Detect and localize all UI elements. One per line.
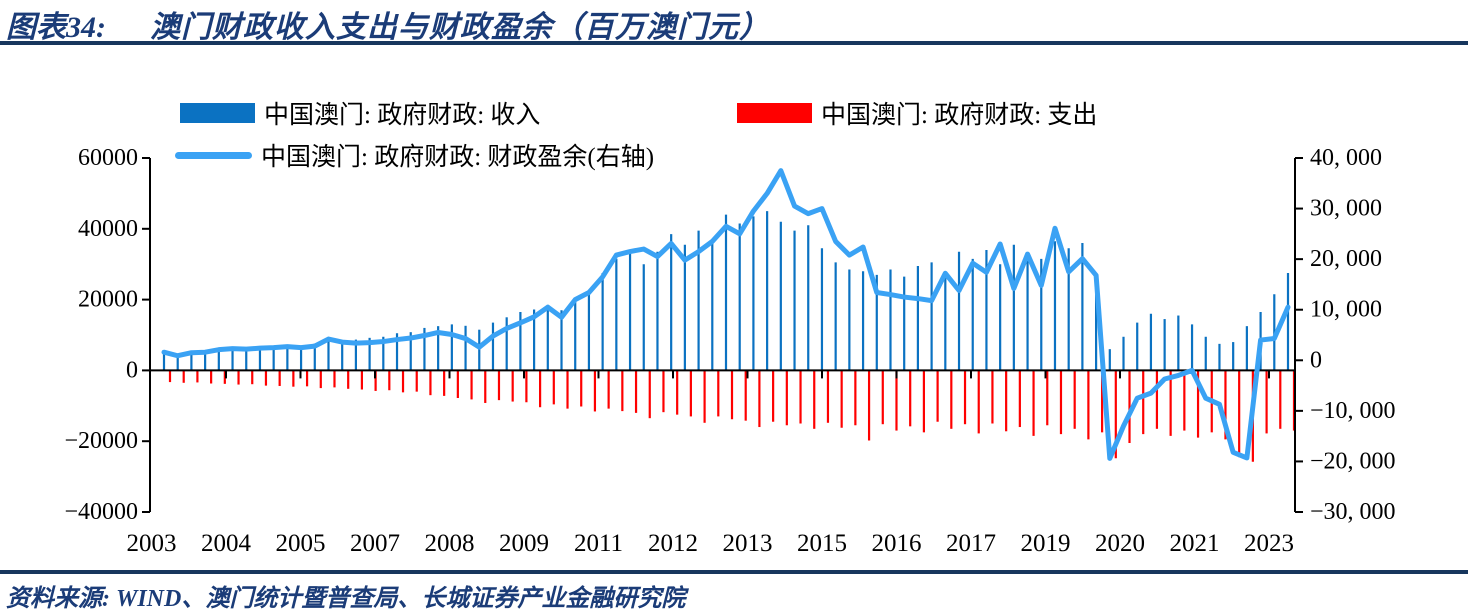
left-axis-label: −40000 xyxy=(64,499,138,525)
source-line: 资料来源: WIND、澳门统计暨普查局、长城证券产业金融研究院 xyxy=(6,586,686,612)
x-axis-label: 2020 xyxy=(1095,530,1145,557)
left-axis-label: 0 xyxy=(126,357,138,383)
right-axis-label: 0 xyxy=(1310,347,1322,373)
expense-swatch-icon xyxy=(737,103,812,123)
legend-item-expense: 中国澳门: 政府财政: 支出 xyxy=(737,95,1097,131)
surplus-line-swatch-icon xyxy=(175,151,252,159)
left-axis-label: 40000 xyxy=(78,216,138,242)
legend-surplus-label: 中国澳门: 政府财政: 财政盈余(右轴) xyxy=(261,144,655,171)
right-axis-label: 30, 000 xyxy=(1310,196,1382,222)
right-axis-label: 10, 000 xyxy=(1310,297,1382,323)
x-axis-label: 2011 xyxy=(574,530,623,557)
legend-expense-label: 中国澳门: 政府财政: 支出 xyxy=(821,102,1098,129)
x-axis-label: 2021 xyxy=(1170,530,1220,557)
x-axis-label: 2005 xyxy=(276,530,326,557)
x-axis-label: 2008 xyxy=(425,530,475,557)
left-axis-label: −20000 xyxy=(64,428,138,454)
left-axis-label: 60000 xyxy=(78,145,138,171)
x-axis-label: 2016 xyxy=(872,530,922,557)
x-axis-label: 2023 xyxy=(1244,530,1294,557)
page-title: 澳门财政收入支出与财政盈余（百万澳门元） xyxy=(150,11,770,44)
title-underline xyxy=(0,41,1468,45)
x-axis-label: 2017 xyxy=(946,530,996,557)
x-axis-label: 2007 xyxy=(350,530,400,557)
x-axis-label: 2015 xyxy=(797,530,847,557)
legend-item-surplus: 中国澳门: 政府财政: 财政盈余(右轴) xyxy=(175,137,654,173)
footer-rule xyxy=(0,570,1468,574)
x-axis-label: 2009 xyxy=(499,530,549,557)
x-axis-label: 2003 xyxy=(127,530,177,557)
figure-label: 图表34: xyxy=(6,11,106,44)
right-axis-label: −20, 000 xyxy=(1310,448,1396,474)
x-axis-label: 2019 xyxy=(1021,530,1071,557)
left-axis-label: 20000 xyxy=(78,287,138,313)
right-axis-label: 20, 000 xyxy=(1310,246,1382,272)
income-swatch-icon xyxy=(180,103,255,123)
x-axis-label: 2012 xyxy=(648,530,698,557)
x-axis-label: 2004 xyxy=(201,530,252,557)
right-axis-label: 40, 000 xyxy=(1310,145,1382,171)
legend-income-label: 中国澳门: 政府财政: 收入 xyxy=(264,102,541,129)
right-axis-label: −10, 000 xyxy=(1310,398,1396,424)
x-axis-label: 2013 xyxy=(723,530,773,557)
right-axis-label: −30, 000 xyxy=(1310,499,1396,525)
legend-item-income: 中国澳门: 政府财政: 收入 xyxy=(180,95,540,131)
surplus-line xyxy=(161,168,1291,461)
